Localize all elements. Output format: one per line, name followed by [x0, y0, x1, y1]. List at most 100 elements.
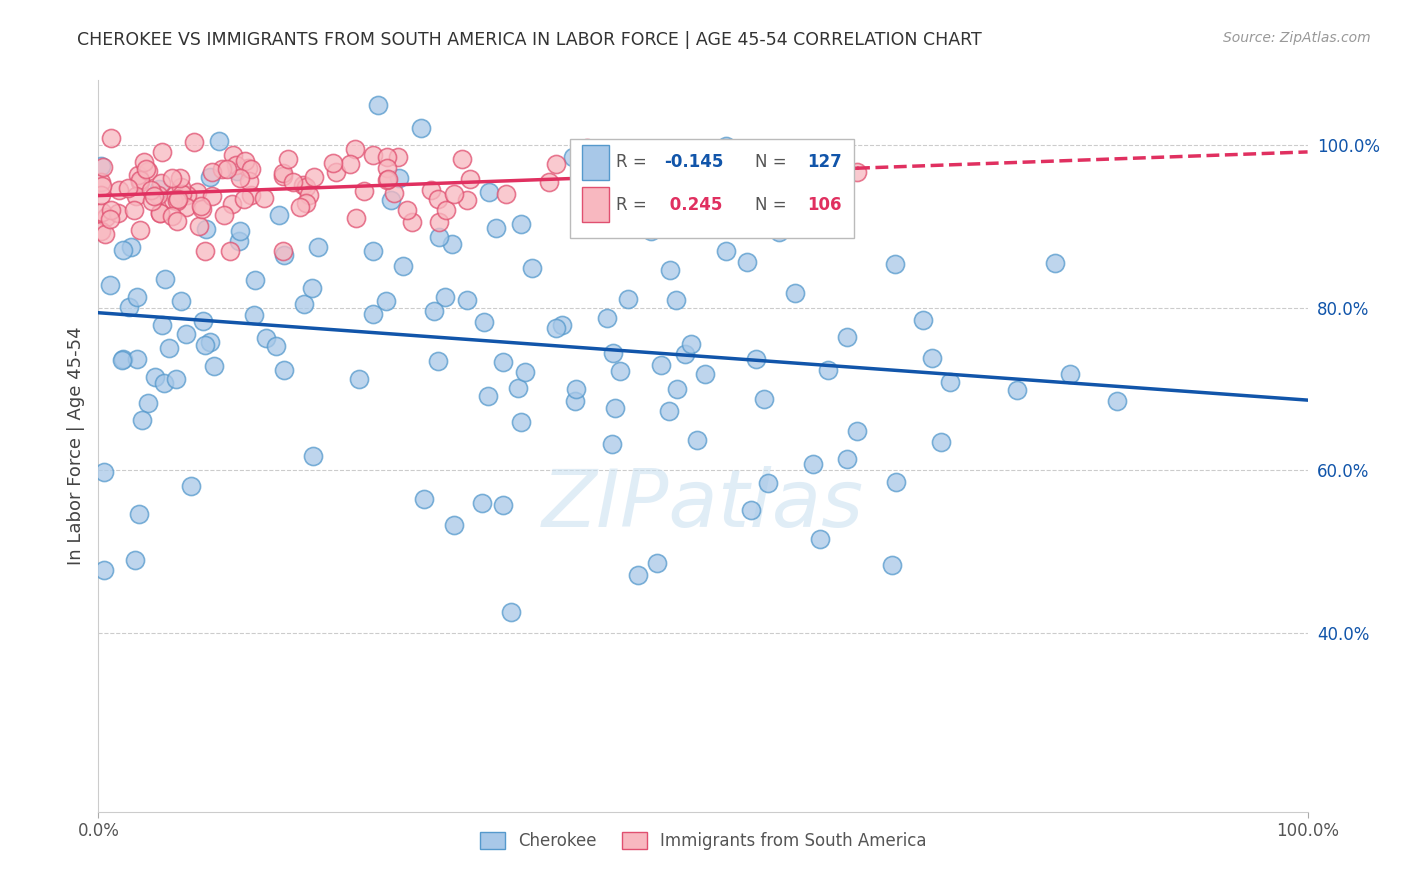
Point — [165, 372, 187, 386]
Point — [129, 175, 152, 189]
Point — [596, 311, 619, 326]
Text: 106: 106 — [807, 195, 841, 213]
Point — [225, 158, 247, 172]
Point — [295, 180, 318, 194]
Point — [191, 314, 214, 328]
Bar — [582, 187, 609, 222]
Point — [134, 155, 156, 169]
Point — [520, 260, 543, 275]
Point — [510, 415, 533, 429]
Point — [808, 532, 831, 546]
Text: N =: N = — [755, 195, 792, 213]
Point — [627, 567, 650, 582]
Point — [93, 465, 115, 479]
Point — [302, 170, 325, 185]
Point — [169, 293, 191, 308]
Point — [153, 272, 176, 286]
Point — [353, 184, 375, 198]
Point — [148, 182, 170, 196]
Point — [665, 293, 688, 307]
Point — [544, 157, 567, 171]
Point — [382, 186, 405, 200]
Point — [325, 165, 347, 179]
Point — [921, 351, 943, 365]
Point — [344, 211, 367, 226]
Text: 127: 127 — [807, 153, 842, 171]
Point — [458, 171, 481, 186]
Point — [146, 187, 169, 202]
Point — [143, 369, 166, 384]
Point — [640, 224, 662, 238]
Point — [90, 187, 112, 202]
Point — [434, 202, 457, 217]
Text: Source: ZipAtlas.com: Source: ZipAtlas.com — [1223, 31, 1371, 45]
Point — [472, 315, 495, 329]
Point — [222, 148, 245, 162]
Point — [697, 202, 720, 216]
Point — [172, 187, 194, 202]
Point — [659, 263, 682, 277]
Point — [427, 214, 450, 228]
Point — [136, 163, 159, 178]
Point — [495, 186, 517, 201]
Point — [183, 135, 205, 149]
Point — [377, 172, 399, 186]
Point — [686, 433, 709, 447]
Point — [201, 188, 224, 202]
Point — [600, 436, 623, 450]
Point — [221, 197, 243, 211]
Text: N =: N = — [755, 153, 792, 171]
Point — [215, 162, 238, 177]
Point — [125, 290, 148, 304]
Point — [117, 181, 139, 195]
Point — [94, 210, 117, 224]
Point — [380, 193, 402, 207]
Point — [162, 194, 184, 208]
Point — [423, 303, 446, 318]
Point — [673, 347, 696, 361]
Point — [721, 178, 744, 192]
Point — [375, 161, 398, 175]
Point — [229, 224, 252, 238]
Point — [174, 326, 197, 341]
Point — [90, 205, 112, 219]
Point — [441, 237, 464, 252]
Text: 0.245: 0.245 — [664, 195, 723, 213]
Point — [387, 150, 409, 164]
Point — [150, 145, 173, 160]
Point — [169, 170, 191, 185]
Point — [392, 259, 415, 273]
Point — [301, 450, 323, 464]
Point — [135, 162, 157, 177]
Point — [176, 188, 198, 202]
Point — [90, 224, 112, 238]
Point — [565, 382, 588, 396]
Point — [122, 202, 145, 217]
Point — [880, 558, 903, 573]
Point — [136, 395, 159, 409]
Point — [745, 352, 768, 367]
Point — [427, 230, 450, 244]
Point — [194, 338, 217, 352]
Point — [167, 193, 190, 207]
Point — [450, 152, 472, 166]
Point — [120, 240, 142, 254]
Point — [170, 180, 193, 194]
Point — [91, 160, 114, 174]
Point — [128, 507, 150, 521]
Point — [111, 243, 134, 257]
Point — [163, 187, 186, 202]
Point — [1045, 256, 1067, 270]
Point — [225, 163, 247, 178]
Point — [160, 170, 183, 185]
Point — [650, 358, 672, 372]
Point — [783, 286, 806, 301]
Point — [129, 173, 152, 187]
Point — [401, 215, 423, 229]
Point — [283, 175, 305, 189]
Point — [180, 479, 202, 493]
Point — [837, 330, 859, 344]
Point — [131, 412, 153, 426]
Point — [236, 161, 259, 175]
Point — [478, 185, 501, 199]
